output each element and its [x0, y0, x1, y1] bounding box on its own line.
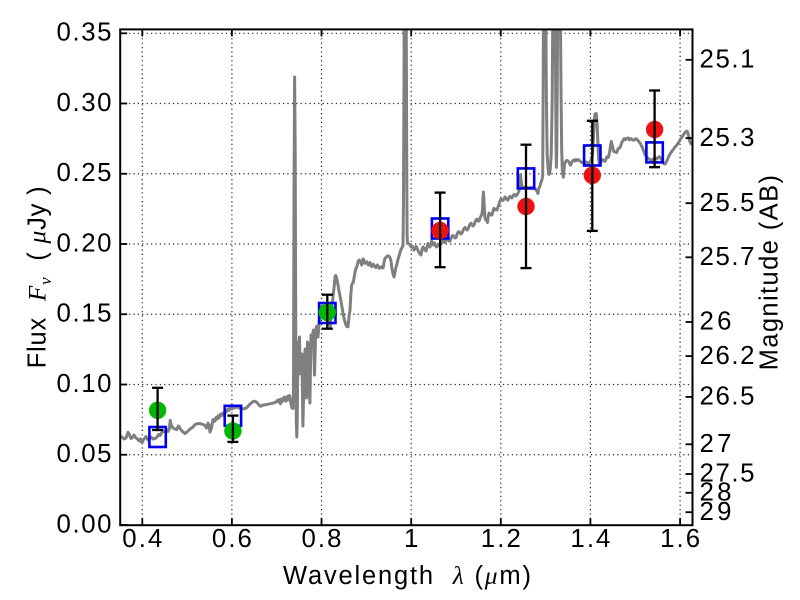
svg-text:0.05: 0.05	[57, 440, 112, 468]
svg-text:0.6: 0.6	[212, 525, 252, 553]
svg-text:25.1: 25.1	[700, 46, 755, 74]
svg-text:25.3: 25.3	[700, 124, 755, 152]
svg-text:0.25: 0.25	[57, 159, 112, 187]
svg-text:0.20: 0.20	[57, 229, 112, 257]
svg-text:26.2: 26.2	[700, 342, 755, 370]
svg-text:Wavelength λ (μm): Wavelength λ (μm)	[283, 561, 531, 590]
svg-text:0.4: 0.4	[122, 525, 162, 553]
svg-text:Flux Fν ( μJy ): Flux Fν ( μJy )	[23, 186, 56, 369]
svg-text:0.15: 0.15	[57, 300, 112, 328]
svg-text:Magnitude (AB): Magnitude (AB)	[756, 174, 784, 371]
svg-text:0.00: 0.00	[57, 510, 112, 538]
svg-text:0.35: 0.35	[57, 19, 112, 47]
svg-text:0.10: 0.10	[57, 370, 112, 398]
svg-text:1.6: 1.6	[660, 525, 700, 553]
svg-text:1.2: 1.2	[481, 525, 521, 553]
svg-text:27.5: 27.5	[700, 460, 755, 488]
svg-text:26.5: 26.5	[700, 383, 755, 411]
svg-text:1.4: 1.4	[570, 525, 610, 553]
svg-text:0.8: 0.8	[302, 525, 342, 553]
svg-text:0.30: 0.30	[57, 89, 112, 117]
svg-text:1: 1	[404, 525, 418, 553]
svg-text:25.5: 25.5	[700, 189, 755, 217]
svg-text:25.7: 25.7	[700, 243, 755, 271]
